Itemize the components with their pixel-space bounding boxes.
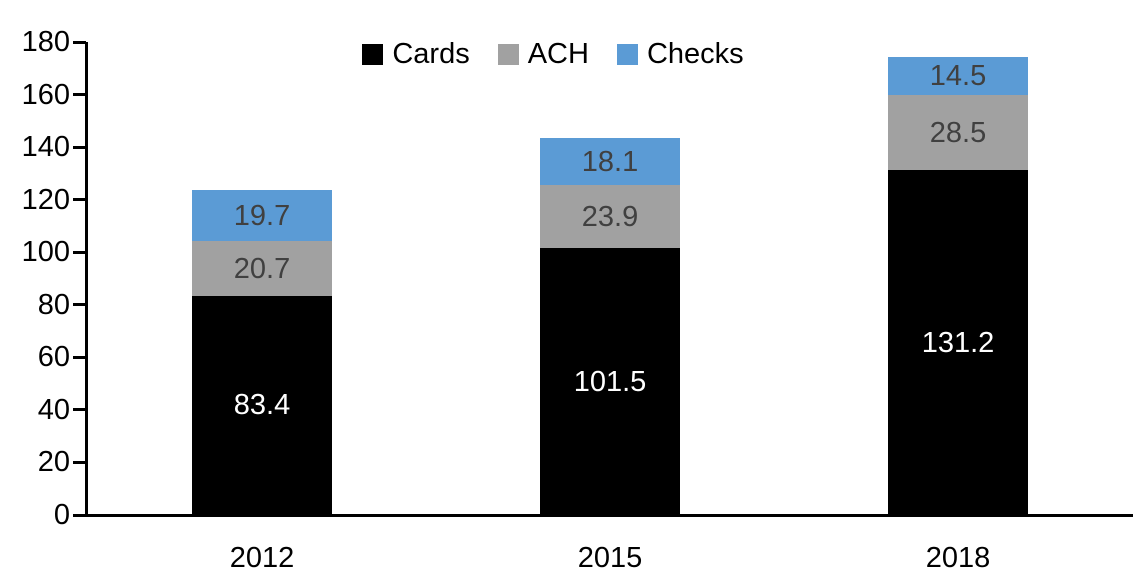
y-axis-tick-label: 80 — [37, 288, 70, 321]
bar-value-label: 14.5 — [929, 60, 987, 93]
y-axis-tick — [73, 408, 86, 412]
checks-swatch-icon — [616, 43, 638, 65]
bar-value-label: 83.4 — [233, 389, 291, 422]
bar-value-label: 28.5 — [929, 116, 987, 149]
bar-value-label: 19.7 — [233, 199, 291, 232]
bar-value-label: 131.2 — [921, 326, 995, 359]
legend-label-cards: Cards — [392, 38, 470, 70]
y-axis-tick — [73, 355, 86, 359]
y-axis-tick — [73, 460, 86, 464]
y-axis-tick — [73, 198, 86, 202]
bar-segment-cards-2018 — [888, 170, 1028, 515]
y-axis-tick-label: 180 — [21, 26, 70, 58]
legend-item-ach: ACH — [497, 38, 589, 70]
y-axis-tick-label: 20 — [37, 446, 70, 479]
legend-label-checks: Checks — [646, 38, 744, 70]
x-axis-category-label: 2012 — [229, 542, 295, 574]
bar-value-label: 23.9 — [581, 200, 639, 233]
bar-segment-checks-2012 — [192, 189, 332, 242]
cards-swatch-icon — [362, 43, 384, 65]
legend-label-ach: ACH — [527, 38, 589, 70]
x-axis-category-label: 2015 — [577, 542, 643, 574]
x-axis — [85, 514, 1133, 517]
y-axis-tick-label: 140 — [21, 131, 70, 164]
y-axis-tick-label: 40 — [37, 393, 70, 426]
y-axis-tick — [73, 303, 86, 307]
y-axis-tick-label: 0 — [53, 499, 70, 531]
y-axis-tick — [73, 250, 86, 254]
bar-segment-cards-2012 — [192, 295, 332, 515]
bar-segment-ach-2015 — [540, 185, 680, 249]
x-axis-category-label: 2018 — [925, 542, 991, 574]
ach-swatch-icon — [497, 43, 519, 65]
bar-segment-ach-2012 — [192, 241, 332, 296]
y-axis-tick-label: 60 — [37, 341, 70, 374]
y-axis-tick-label: 160 — [21, 78, 70, 111]
y-axis — [85, 42, 88, 517]
bar-segment-checks-2015 — [540, 137, 680, 186]
bar-segment-ach-2018 — [888, 95, 1028, 171]
legend-item-cards: Cards — [362, 38, 470, 70]
bar-segment-cards-2015 — [540, 248, 680, 515]
y-axis-tick — [73, 145, 86, 149]
bar-segment-checks-2018 — [888, 57, 1028, 96]
bar-value-label: 18.1 — [581, 145, 639, 178]
y-axis-tick — [73, 40, 86, 44]
legend-item-checks: Checks — [616, 38, 744, 70]
chart-legend: Cards ACH Checks — [0, 38, 1136, 70]
y-axis-tick-label: 120 — [21, 183, 70, 216]
bar-value-label: 101.5 — [573, 365, 647, 398]
y-axis-tick-label: 100 — [21, 236, 70, 269]
y-axis-tick — [73, 93, 86, 97]
y-axis-tick — [73, 513, 86, 517]
bar-value-label: 20.7 — [233, 252, 291, 285]
